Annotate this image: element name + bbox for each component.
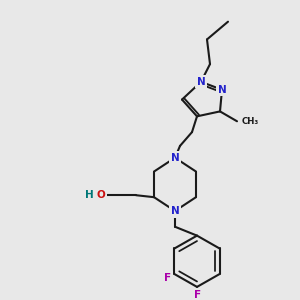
Text: F: F — [164, 273, 171, 283]
Text: H: H — [85, 190, 93, 200]
Text: F: F — [194, 290, 202, 300]
Text: O: O — [97, 190, 105, 200]
Text: N: N — [171, 153, 179, 163]
Text: N: N — [171, 206, 179, 216]
Text: CH₃: CH₃ — [242, 117, 259, 126]
Text: N: N — [196, 77, 206, 87]
Text: N: N — [218, 85, 226, 95]
